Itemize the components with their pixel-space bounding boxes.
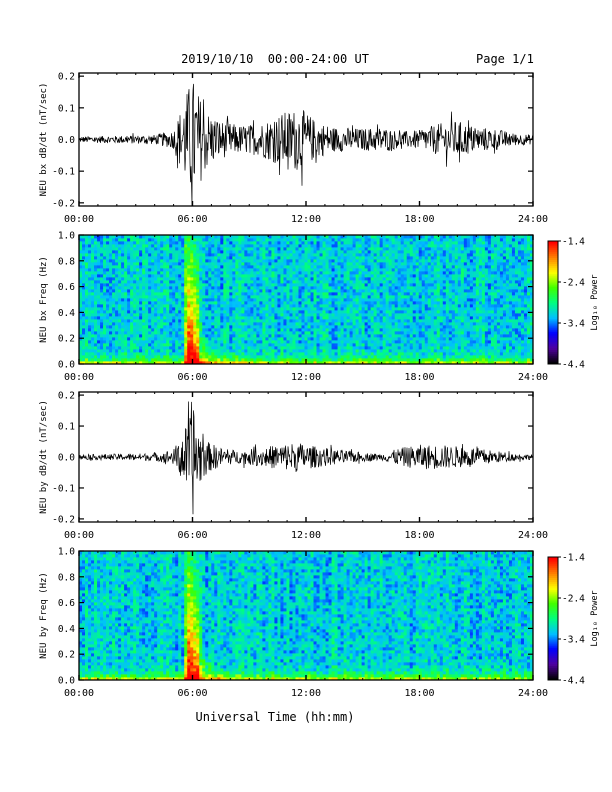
colorbar-tick-label: -3.4 [562, 635, 585, 646]
x-tick-label: 00:00 [64, 688, 94, 699]
y-tick-label: -0.1 [52, 167, 75, 178]
y-tick-label: -0.2 [52, 514, 75, 525]
y-axis-label: NEU by Freq (Hz) [39, 572, 49, 659]
y-tick-label: 1.0 [58, 547, 75, 558]
y-tick-label: 0.4 [58, 624, 75, 635]
colorbar-tick-label: -1.4 [562, 237, 585, 248]
y-tick-label: 0.0 [58, 135, 75, 146]
colorbar-tick-label: -4.4 [562, 676, 585, 687]
y-axis-label: NEU bx Freq (Hz) [39, 256, 49, 343]
y-tick-label: 0.0 [58, 453, 75, 464]
y-tick-label: 1.0 [58, 231, 75, 242]
colorbar-tick-label: -4.4 [562, 360, 585, 371]
x-tick-label: 06:00 [177, 214, 207, 225]
x-axis-title: Universal Time (hh:mm) [195, 710, 355, 724]
x-tick-label: 24:00 [518, 214, 548, 225]
colorbar-tick-label: -2.4 [562, 278, 585, 289]
y-tick-label: 0.2 [58, 334, 75, 345]
waveform-line-0 [78, 83, 534, 206]
y-tick-label: 0.8 [58, 256, 75, 267]
x-tick-label: 12:00 [291, 372, 321, 383]
colorbar-3 [548, 557, 558, 681]
waveform-0 [78, 83, 534, 206]
y-tick-label: 0.4 [58, 308, 75, 319]
y-tick-label: 0.0 [58, 360, 75, 371]
colorbar-tick-label: -2.4 [562, 594, 585, 605]
y-tick-label: -0.1 [52, 483, 75, 494]
colorbar-frame-1 [547, 240, 559, 365]
x-tick-label: 12:00 [291, 688, 321, 699]
colorbar-tick-label: -1.4 [562, 553, 585, 564]
x-tick-label: 24:00 [518, 530, 548, 541]
y-tick-label: 0.6 [58, 282, 75, 293]
colorbar-frame-3 [547, 556, 559, 681]
y-tick-label: 0.0 [58, 676, 75, 687]
colorbar-tick-label: -3.4 [562, 319, 585, 330]
y-tick-label: 0.1 [58, 103, 75, 114]
waveform-line-2 [78, 401, 534, 515]
x-tick-label: 18:00 [404, 688, 434, 699]
x-tick-label: 00:00 [64, 214, 94, 225]
x-tick-label: 06:00 [177, 530, 207, 541]
x-tick-label: 00:00 [64, 530, 94, 541]
x-tick-label: 24:00 [518, 372, 548, 383]
x-tick-label: 12:00 [291, 530, 321, 541]
x-tick-label: 24:00 [518, 688, 548, 699]
page-number: Page 1/1 [476, 52, 534, 66]
y-tick-label: 0.2 [58, 650, 75, 661]
y-tick-label: 0.6 [58, 598, 75, 609]
y-axis-label: NEU bx dB/dt (nT/sec) [39, 83, 49, 197]
x-tick-label: 06:00 [177, 688, 207, 699]
colorbar-label: Log₁₀ Power [590, 274, 600, 330]
y-axis-label: NEU by dB/dt (nT/sec) [39, 400, 49, 514]
y-tick-label: 0.2 [58, 391, 75, 402]
waveform-2 [78, 401, 534, 515]
x-tick-label: 18:00 [404, 214, 434, 225]
x-tick-label: 12:00 [291, 214, 321, 225]
y-tick-label: -0.2 [52, 198, 75, 209]
spectrogram-1 [79, 235, 534, 365]
y-tick-label: 0.2 [58, 72, 75, 83]
y-tick-label: 0.8 [58, 572, 75, 583]
x-tick-label: 00:00 [64, 372, 94, 383]
x-tick-label: 18:00 [404, 530, 434, 541]
y-tick-label: 0.1 [58, 422, 75, 433]
colorbar-label: Log₁₀ Power [590, 590, 600, 646]
x-tick-label: 06:00 [177, 372, 207, 383]
x-tick-label: 18:00 [404, 372, 434, 383]
colorbar-1 [548, 241, 558, 365]
page-title: 2019/10/10 00:00-24:00 UT [181, 52, 369, 66]
spectrogram-3 [79, 551, 534, 681]
